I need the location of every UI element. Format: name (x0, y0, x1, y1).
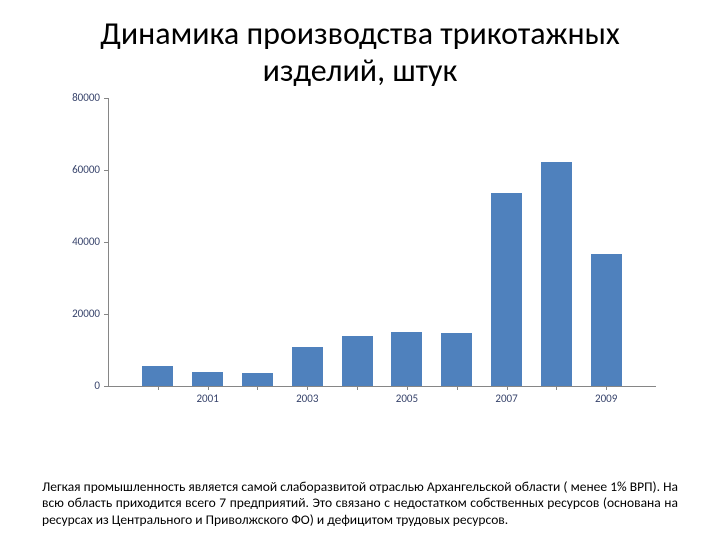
bar (242, 373, 273, 386)
y-tick-label: 80000 (60, 91, 100, 104)
x-tick (208, 386, 209, 390)
x-tick-label: 2007 (495, 392, 517, 405)
x-tick-label: 2003 (296, 392, 318, 405)
y-axis (108, 98, 109, 386)
x-tick (158, 386, 159, 390)
bar (541, 162, 572, 385)
y-tick (104, 314, 108, 315)
y-tick (104, 170, 108, 171)
bar (342, 336, 373, 386)
bar-chart: 0 20000 40000 60000 80000 2001 2003 2005 2007 200… (60, 94, 660, 471)
x-tick (257, 386, 258, 390)
x-tick (457, 386, 458, 390)
y-tick-label: 0 (60, 379, 100, 392)
y-tick (104, 386, 108, 387)
x-tick-label: 2001 (196, 392, 218, 405)
bar (441, 333, 472, 385)
y-tick (104, 98, 108, 99)
y-tick-label: 60000 (60, 163, 100, 176)
slide: Динамика производства трикотажных издели… (0, 0, 720, 540)
x-tick (307, 386, 308, 390)
bar (192, 372, 223, 386)
x-tick (507, 386, 508, 390)
y-tick-label: 40000 (60, 235, 100, 248)
x-tick (556, 386, 557, 390)
bar (142, 366, 173, 386)
x-tick-label: 2005 (396, 392, 418, 405)
footer-paragraph: Легкая промышленность является самой сла… (42, 479, 678, 528)
x-tick (606, 386, 607, 390)
x-tick (357, 386, 358, 390)
chart-title: Динамика производства трикотажных издели… (40, 16, 680, 90)
bar (591, 254, 622, 385)
y-tick (104, 242, 108, 243)
bar (292, 347, 323, 386)
x-axis (108, 386, 656, 387)
x-tick (407, 386, 408, 390)
y-tick-label: 20000 (60, 307, 100, 320)
bar (491, 193, 522, 386)
x-tick-label: 2009 (595, 392, 617, 405)
bar (391, 332, 422, 385)
